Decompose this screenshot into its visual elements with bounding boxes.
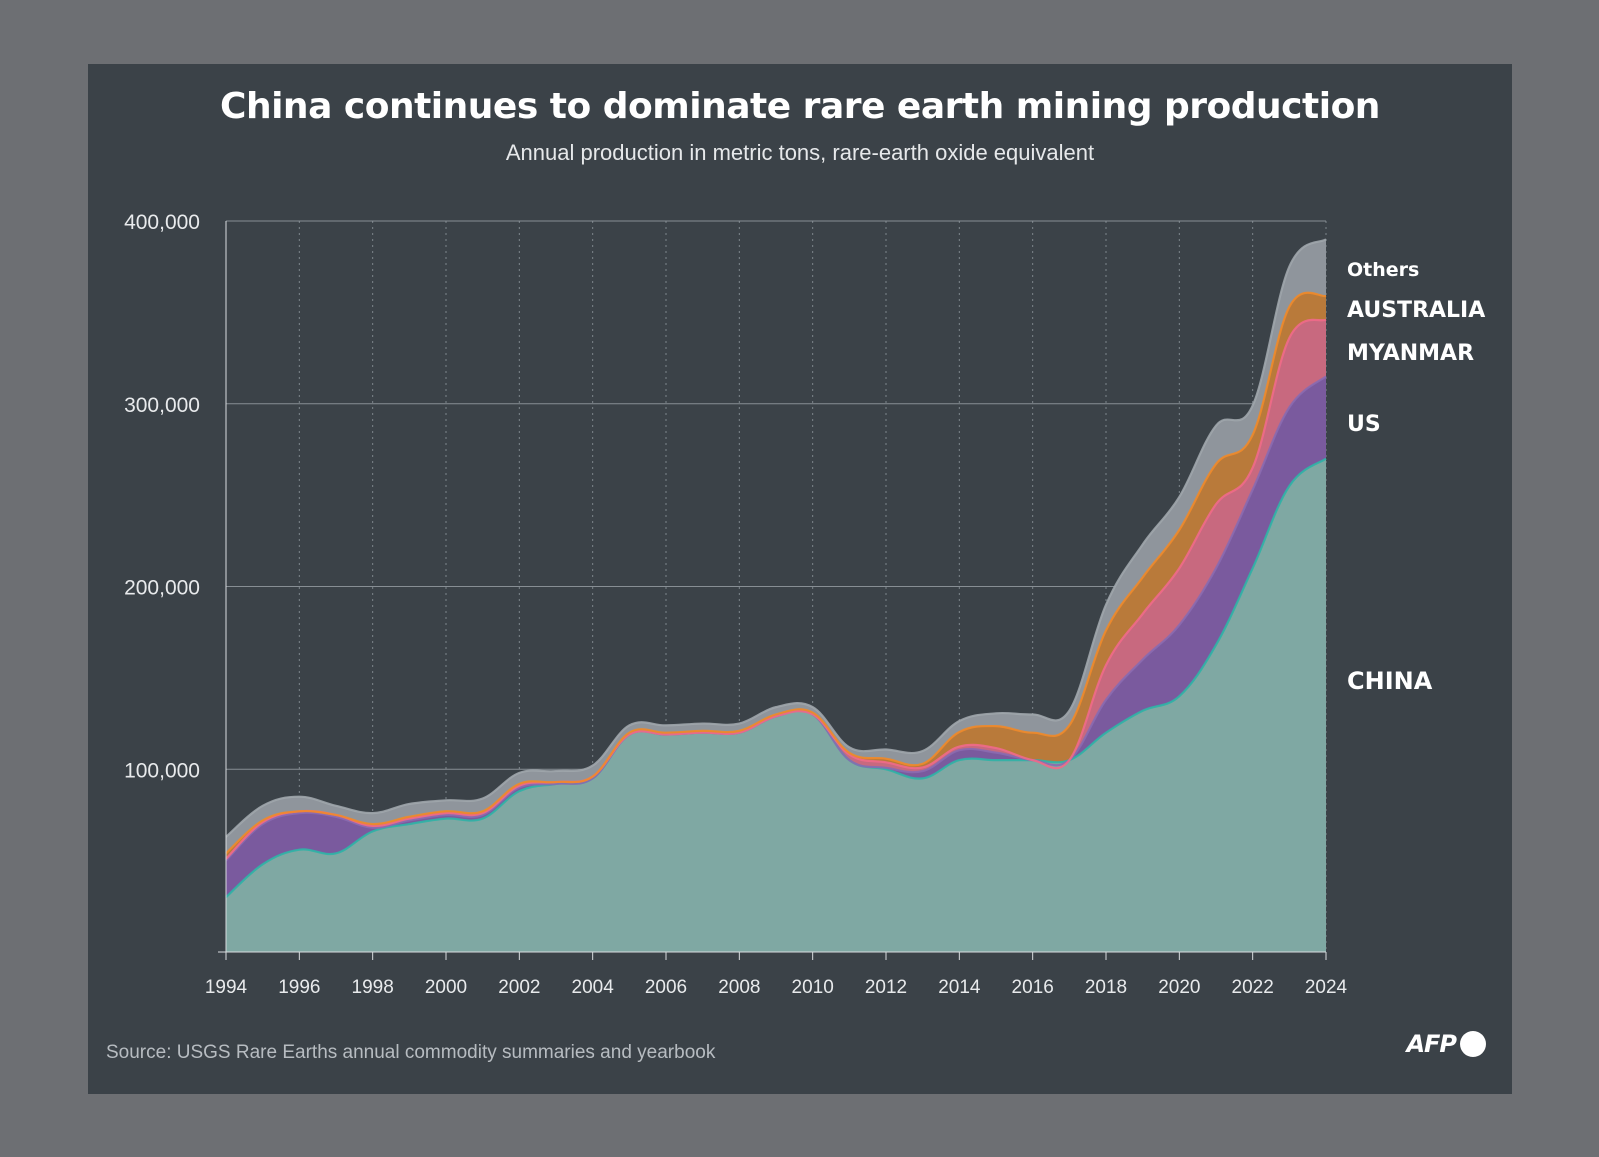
line-others — [225, 238, 1327, 838]
y-tick-label: 100,000 — [124, 759, 200, 782]
series-lines — [225, 238, 1327, 898]
x-tick-label: 1996 — [278, 977, 320, 998]
x-tick-label: 2000 — [425, 977, 467, 998]
chart-subtitle: Annual production in metric tons, rare-e… — [505, 140, 1095, 165]
chart-card: 100,000 200,000 300,000 400,000 1994 1996 1998… — [88, 64, 1512, 1094]
x-tick-label: 2014 — [938, 977, 981, 998]
x-tick-label: 2020 — [1158, 977, 1200, 998]
stacked-area-chart: 100,000 200,000 300,000 400,000 1994 1996 1998… — [124, 211, 1485, 998]
x-tick-label: 2010 — [792, 977, 834, 998]
y-tick-label: 200,000 — [124, 577, 200, 600]
logo-text: AFP — [1406, 1030, 1457, 1058]
series-labels: CHINA US MYANMAR AUSTRALIA Others — [1347, 259, 1485, 695]
x-tick-label: 2022 — [1232, 977, 1274, 998]
label-china: CHINA — [1347, 667, 1433, 695]
x-tick-label: 2016 — [1012, 977, 1054, 998]
x-tick-label: 2012 — [865, 977, 907, 998]
x-tick-label: 2024 — [1305, 977, 1348, 998]
axes: 100,000 200,000 300,000 400,000 1994 1996 1998… — [124, 211, 1347, 998]
x-tick-label: 2004 — [572, 977, 615, 998]
label-others: Others — [1347, 259, 1419, 281]
label-australia: AUSTRALIA — [1347, 298, 1485, 323]
x-tick-label: 2006 — [645, 977, 687, 998]
x-tick-label: 1994 — [205, 977, 248, 998]
area-series — [226, 239, 1326, 952]
y-tick-label: 400,000 — [124, 211, 200, 234]
afp-logo: AFP — [1406, 1030, 1486, 1058]
line-myanmar — [225, 318, 1327, 860]
label-us: US — [1347, 412, 1381, 437]
x-tick-label: 2018 — [1085, 977, 1127, 998]
source-note: Source: USGS Rare Earths annual commodit… — [106, 1042, 716, 1063]
chart-title: China continues to dominate rare earth m… — [220, 86, 1380, 127]
x-tick-label: 2008 — [718, 977, 760, 998]
label-myanmar: MYANMAR — [1347, 341, 1474, 366]
y-tick-label: 300,000 — [124, 394, 200, 417]
x-tick-label: 1998 — [352, 977, 394, 998]
line-australia — [225, 291, 1327, 855]
x-tick-label: 2002 — [498, 977, 540, 998]
area-china — [226, 458, 1326, 952]
logo-dot-icon — [1460, 1031, 1486, 1057]
